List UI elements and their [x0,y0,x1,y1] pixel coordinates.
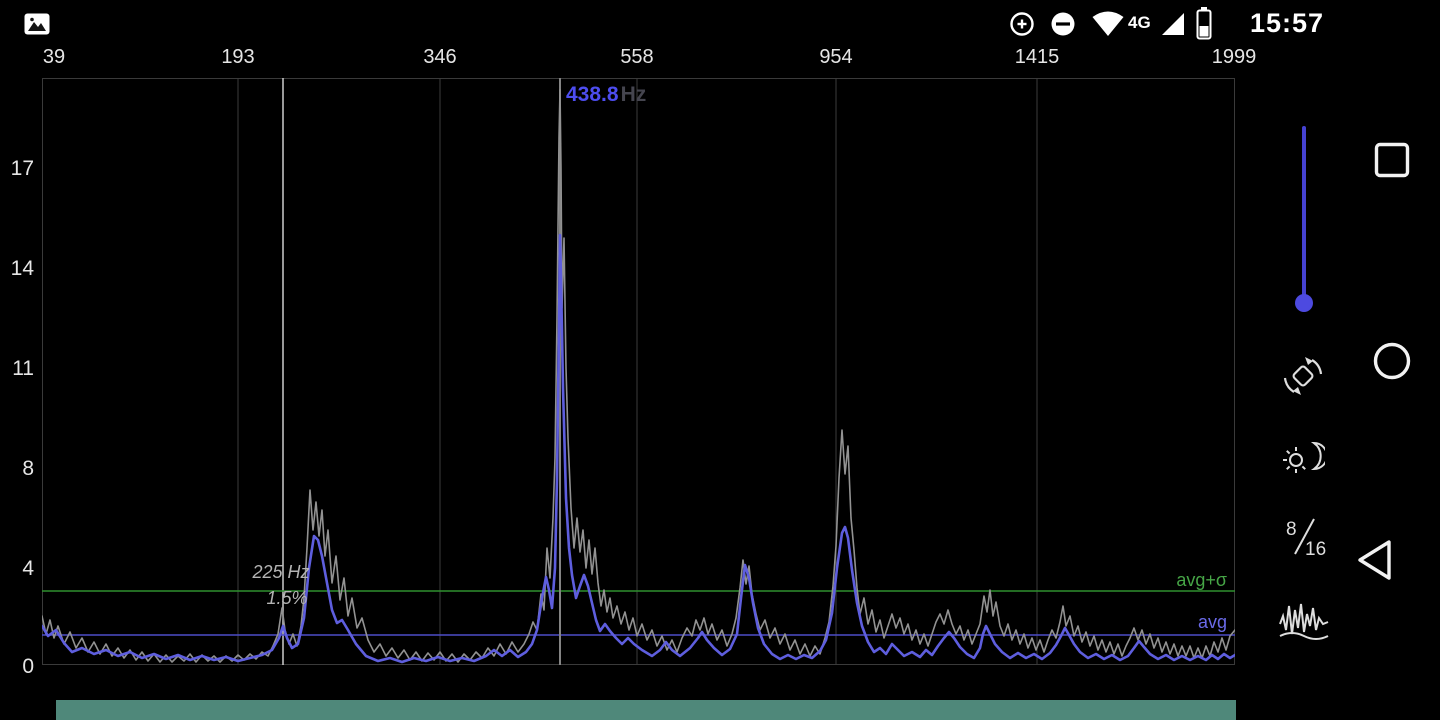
data-saver-icon [1010,12,1034,36]
smoothed-spectrum-trace [42,233,1235,664]
status-bar: 4G 15:57 [0,0,1440,48]
do-not-disturb-icon [1051,12,1075,36]
home-icon[interactable] [1372,341,1412,381]
slider-track[interactable] [1302,126,1306,308]
freq-tick-954: 954 [819,46,853,68]
clock: 15:57 [1250,8,1325,38]
amp-tick-14: 14 [10,257,34,280]
freq-tick-193: 193 [221,46,255,68]
bit-depth-toggle[interactable]: 8 16 [1280,514,1330,558]
spectrogram-strip[interactable] [56,700,1236,720]
raw-spectrum-trace [42,89,1235,663]
marker-percent-label: 1.5% [266,588,308,608]
wifi-icon [1092,11,1124,36]
slider-thumb[interactable] [1295,294,1313,312]
spectrum-chart[interactable]: 438.8Hz 225 Hz 1.5% avg+σ avg [42,78,1235,665]
frequency-axis: 39 193 346 558 954 1415 1999 [0,0,1440,74]
bit-depth-numerator: 8 [1286,519,1297,540]
avg-sigma-line-label: avg+σ [1176,570,1227,590]
brightness-theme-icon[interactable] [1281,434,1325,478]
back-icon[interactable] [1353,536,1397,584]
battery-icon [1196,7,1212,40]
freq-tick-1415: 1415 [1014,46,1060,68]
bit-depth-denominator: 16 [1305,539,1326,558]
amp-tick-17: 17 [10,157,34,180]
screen-rotate-icon[interactable] [1281,354,1325,398]
freq-tick-1999: 1999 [1211,46,1257,68]
freq-tick-346: 346 [423,46,457,68]
gain-slider[interactable] [1294,126,1314,322]
chart-border [42,78,1235,665]
cursor-frequency-value: 438.8 [566,83,619,106]
avg-line-label: avg [1197,612,1227,632]
amp-tick-11: 11 [12,357,34,380]
network-type-label: 4G [1128,13,1151,32]
freq-tick-558: 558 [620,46,654,68]
spectrum-svg [42,78,1235,665]
signal-strength-icon [1162,13,1184,35]
amp-tick-8: 8 [22,457,34,480]
cursor-frequency-label: 438.8Hz [566,83,646,107]
amp-tick-4: 4 [22,557,34,580]
marker-frequency-label: 225 Hz [252,562,310,582]
freq-tick-39: 39 [42,46,66,68]
waveform-icon[interactable] [1278,600,1330,642]
cursor-frequency-unit: Hz [620,83,647,106]
recents-icon[interactable] [1372,140,1412,180]
gallery-icon [24,13,50,35]
amp-tick-0: 0 [22,655,34,678]
amplitude-axis: 17 14 11 8 4 0 [0,0,40,720]
